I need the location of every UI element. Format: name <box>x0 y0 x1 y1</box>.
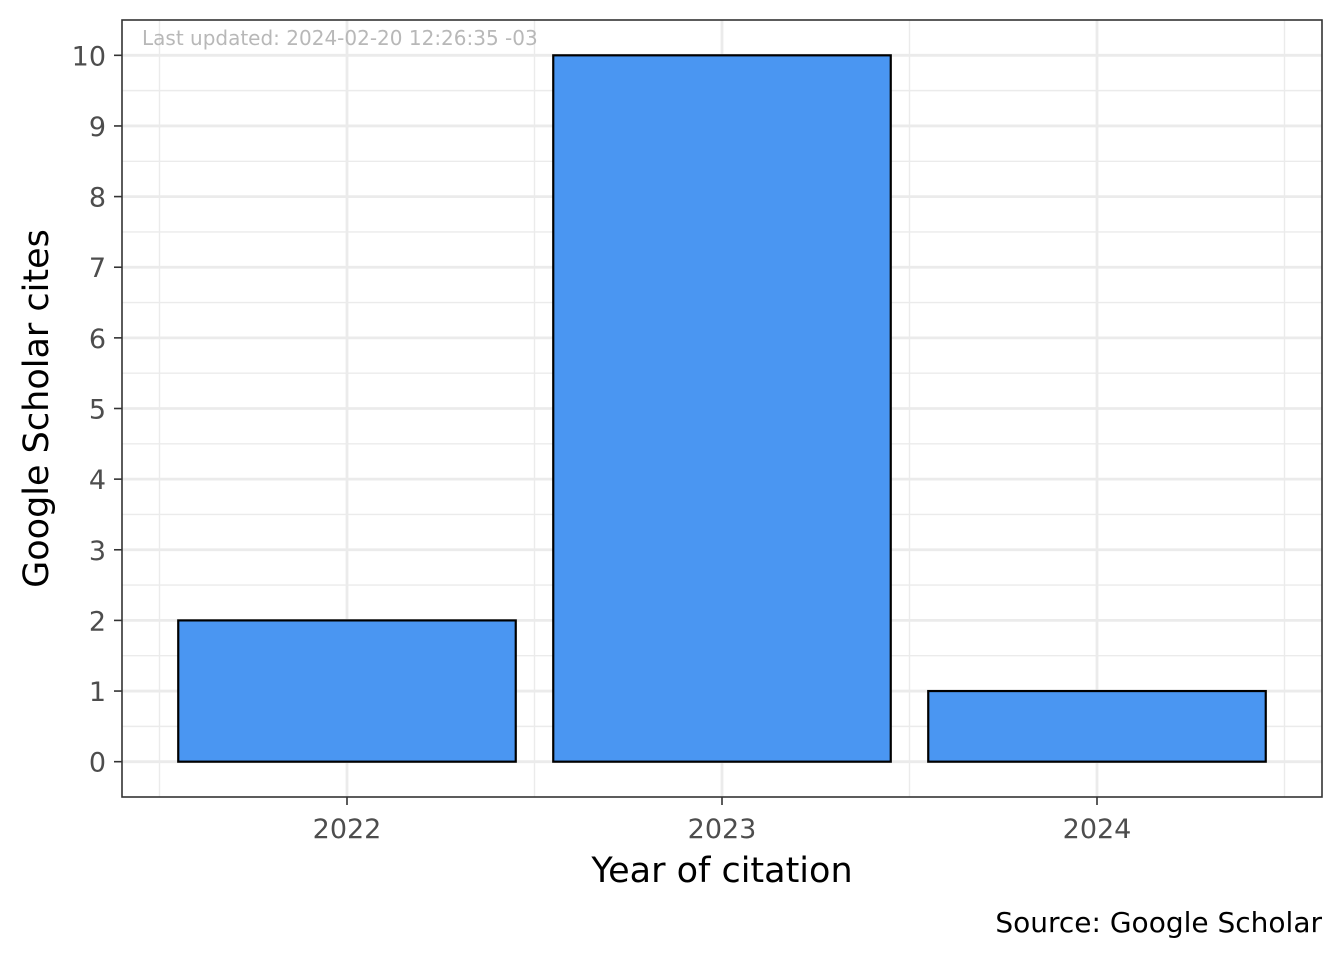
y-tick-label: 2 <box>89 606 106 637</box>
axes: 0 1 2 3 4 5 6 7 8 9 10 2022 2023 2024 <box>72 19 1323 845</box>
x-tick-label: 2024 <box>1063 814 1132 845</box>
y-tick-label: 0 <box>89 748 106 779</box>
bar-2023 <box>552 54 892 763</box>
bars <box>177 54 1267 763</box>
x-tick-label: 2023 <box>688 814 757 845</box>
y-axis-title: Google Scholar cites <box>17 229 57 588</box>
last-updated-annotation: Last updated: 2024-02-20 12:26:35 -03 <box>142 26 538 50</box>
y-tick-label: 9 <box>89 112 106 143</box>
y-tick-label: 10 <box>72 41 106 72</box>
y-tick-label: 7 <box>89 253 106 284</box>
source-caption: Source: Google Scholar <box>995 906 1322 939</box>
x-axis-title: Year of citation <box>590 851 852 891</box>
x-tick-label: 2022 <box>313 814 382 845</box>
bar-2024 <box>927 689 1267 763</box>
y-tick-label: 4 <box>89 465 106 496</box>
y-tick-label: 6 <box>89 324 106 355</box>
bar-2022 <box>177 619 517 763</box>
y-tick-label: 8 <box>89 183 106 214</box>
y-tick-label: 3 <box>89 536 106 567</box>
y-tick-label: 5 <box>89 395 106 426</box>
y-tick-label: 1 <box>89 677 106 708</box>
